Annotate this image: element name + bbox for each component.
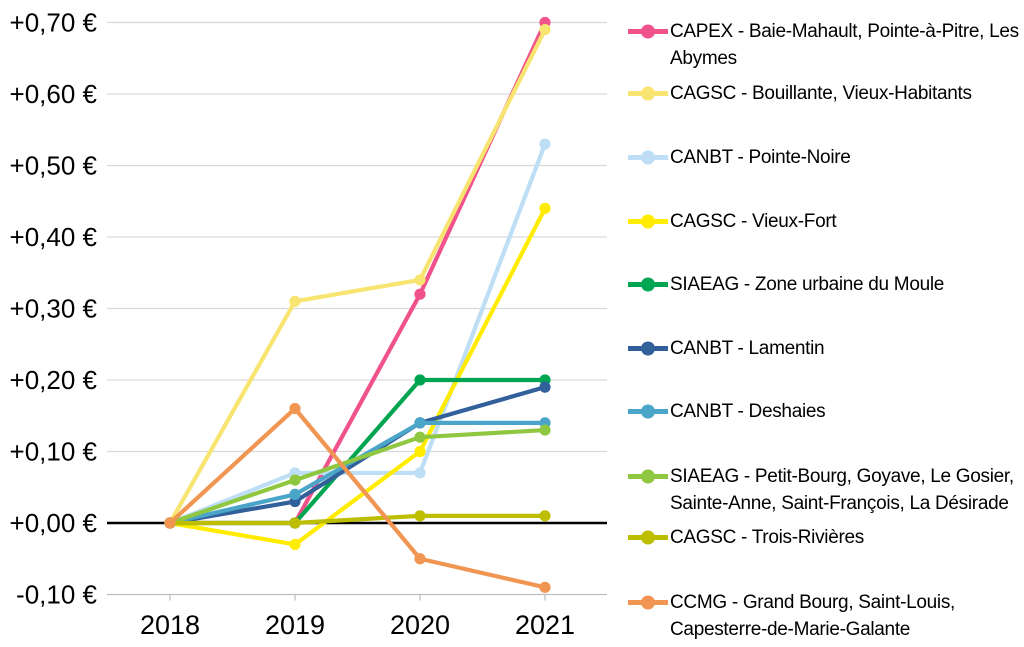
legend-series-marker-icon [628,86,668,101]
legend-item-label: SIAEAG - Petit-Bourg, Goyave, Le Gosier,… [670,466,1014,514]
legend-series-marker-icon [628,469,668,484]
data-point [539,424,551,436]
x-axis-tick-label: 2021 [515,610,575,640]
y-axis-tick-label: +0,70 € [10,8,98,38]
data-point [414,274,426,286]
legend-item: SIAEAG - Zone urbaine du Moule [628,271,1024,298]
series-ccmg [164,403,551,593]
legend-item: CAGSC - Vieux-Fort [628,208,1024,235]
y-axis-tick-label: +0,20 € [10,365,98,395]
series-line [167,385,548,526]
data-point [289,488,301,500]
x-axis-tick-label: 2018 [140,610,200,640]
data-point [164,517,176,529]
data-point [414,431,426,443]
legend-item-label: CANBT - Deshaies [670,401,826,422]
y-axis-tick-label: +0,30 € [10,294,98,324]
data-point [289,474,301,486]
legend-item-label: CAGSC - Bouillante, Vieux-Habitants [670,83,972,104]
plot-area: +0,70 € +0,60 € +0,50 € +0,40 € +0,30 € +0,20… [10,8,607,640]
x-axis-tick-label: 2019 [265,610,325,640]
legend-item: CANBT - Pointe-Noire [628,144,1024,171]
data-point [289,295,301,307]
data-point [414,288,426,300]
legend-series-marker-icon [628,214,668,229]
legend-series-marker-icon [628,277,668,292]
data-point [289,517,301,529]
data-point [539,202,551,214]
data-point [289,403,301,415]
y-axis-tick-label: +0,00 € [10,508,98,538]
data-point [539,24,551,36]
data-point [539,381,551,393]
series-siaeag [164,424,551,529]
series-canbt [164,138,551,529]
y-axis-tick-label: +0,60 € [10,79,98,109]
y-axis-tick-label: +0,50 € [10,151,98,181]
legend-item-label: CAGSC - Vieux-Fort [670,211,837,232]
y-axis-tick-label: +0,40 € [10,222,98,252]
series-line [167,427,548,526]
legend-item: SIAEAG - Petit-Bourg, Goyave, Le Gosier,… [628,463,1024,517]
data-point [539,581,551,593]
legend-series-marker-icon [628,341,668,356]
y-axis-tick-label: -0,10 € [16,580,97,610]
legend-item: CANBT - Deshaies [628,398,1024,425]
series-cagsc [164,202,551,551]
data-point [414,417,426,429]
data-point [414,553,426,565]
x-axis-tick-label: 2020 [390,610,450,640]
series-line [167,513,548,526]
data-point [414,374,426,386]
legend-item-label: SIAEAG - Zone urbaine du Moule [670,274,945,295]
legend-series-marker-icon [628,530,668,545]
series-line [167,27,548,526]
legend-series-marker-icon [628,24,668,39]
data-point [414,510,426,522]
y-axis-tick-label: +0,10 € [10,437,98,467]
legend-item-label: CAPEX - Baie-Mahault, Pointe-à-Pitre, Le… [670,21,1019,69]
data-point [539,138,551,150]
data-point [414,467,426,479]
legend-item-label: CANBT - Pointe-Noire [670,147,851,168]
legend-item: CAPEX - Baie-Mahault, Pointe-à-Pitre, Le… [628,18,1024,72]
data-point [414,445,426,458]
series-line [167,20,548,526]
legend-series-marker-icon [628,404,668,419]
series-line [167,206,548,547]
legend-series-marker-icon [628,595,668,610]
legend-item: CAGSC - Bouillante, Vieux-Habitants [628,80,1024,107]
legend-item: CCMG - Grand Bourg, Saint-Louis, Capeste… [628,589,1024,643]
series-line [167,406,548,590]
legend-item: CANBT - Lamentin [628,335,1024,362]
legend-item-label: CAGSC - Trois-Rivières [670,527,864,548]
legend-item: CAGSC - Trois-Rivières [628,524,1024,551]
data-point [539,510,551,522]
legend-item-label: CCMG - Grand Bourg, Saint-Louis, Capeste… [670,592,956,640]
series-line [167,141,548,526]
legend-series-marker-icon [628,150,668,165]
data-point [289,538,301,551]
legend-item-label: CANBT - Lamentin [670,338,825,359]
